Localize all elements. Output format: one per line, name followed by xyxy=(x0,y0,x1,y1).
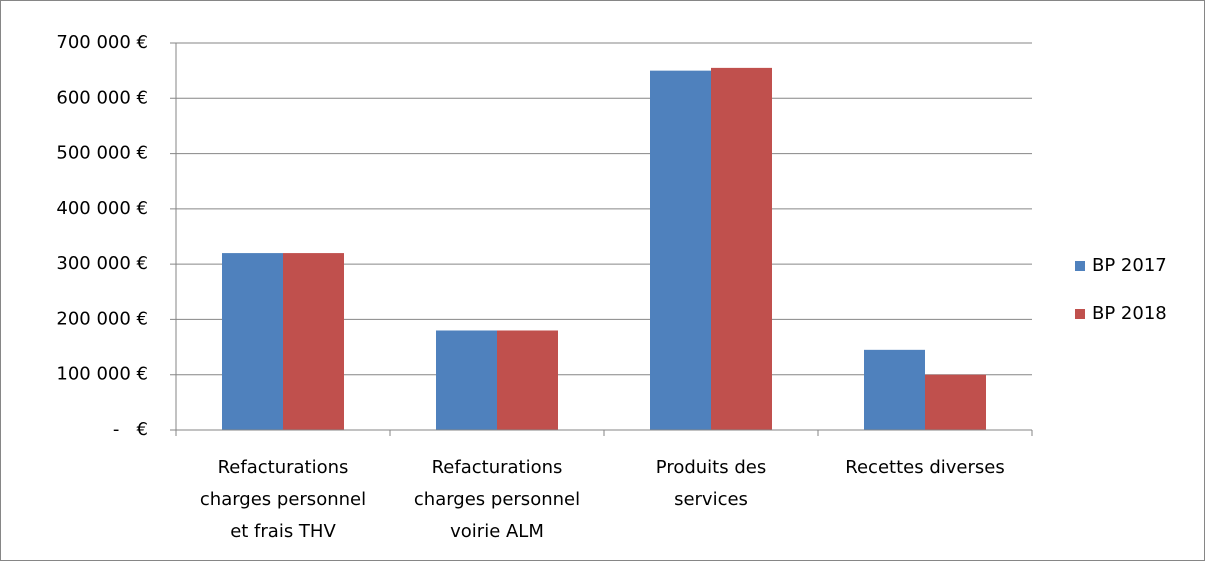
bar xyxy=(436,330,497,430)
bar xyxy=(864,349,925,430)
y-tick-label: 400 000 € xyxy=(56,198,148,219)
y-tick-label: 300 000 € xyxy=(56,253,148,274)
x-tick-label: et frais THV xyxy=(230,521,336,542)
bar xyxy=(650,70,711,431)
y-tick-label: 700 000 € xyxy=(56,32,148,53)
x-tick-label: services xyxy=(674,489,748,510)
bar xyxy=(283,253,344,430)
legend-label: BP 2017 xyxy=(1092,255,1167,276)
y-tick-label: 600 000 € xyxy=(56,87,148,108)
x-tick-label: charges personnel xyxy=(200,489,366,510)
legend-swatch xyxy=(1075,261,1085,271)
bar xyxy=(222,253,283,430)
x-tick-label: charges personnel xyxy=(414,489,580,510)
bar xyxy=(711,67,772,430)
legend-label: BP 2018 xyxy=(1092,303,1167,324)
x-tick-label: Recettes diverses xyxy=(845,457,1004,478)
y-tick-label: 200 000 € xyxy=(56,308,148,329)
y-tick-label: 100 000 € xyxy=(56,364,148,385)
x-tick-label: Produits des xyxy=(656,457,766,478)
legend-swatch xyxy=(1075,309,1085,319)
bar xyxy=(925,374,986,430)
x-tick-label: Refacturations xyxy=(218,457,349,478)
x-tick-label: Refacturations xyxy=(432,457,563,478)
bar xyxy=(497,330,558,430)
x-tick-label: voirie ALM xyxy=(450,521,544,542)
y-tick-label: - € xyxy=(113,419,148,440)
y-tick-label: 500 000 € xyxy=(56,143,148,164)
